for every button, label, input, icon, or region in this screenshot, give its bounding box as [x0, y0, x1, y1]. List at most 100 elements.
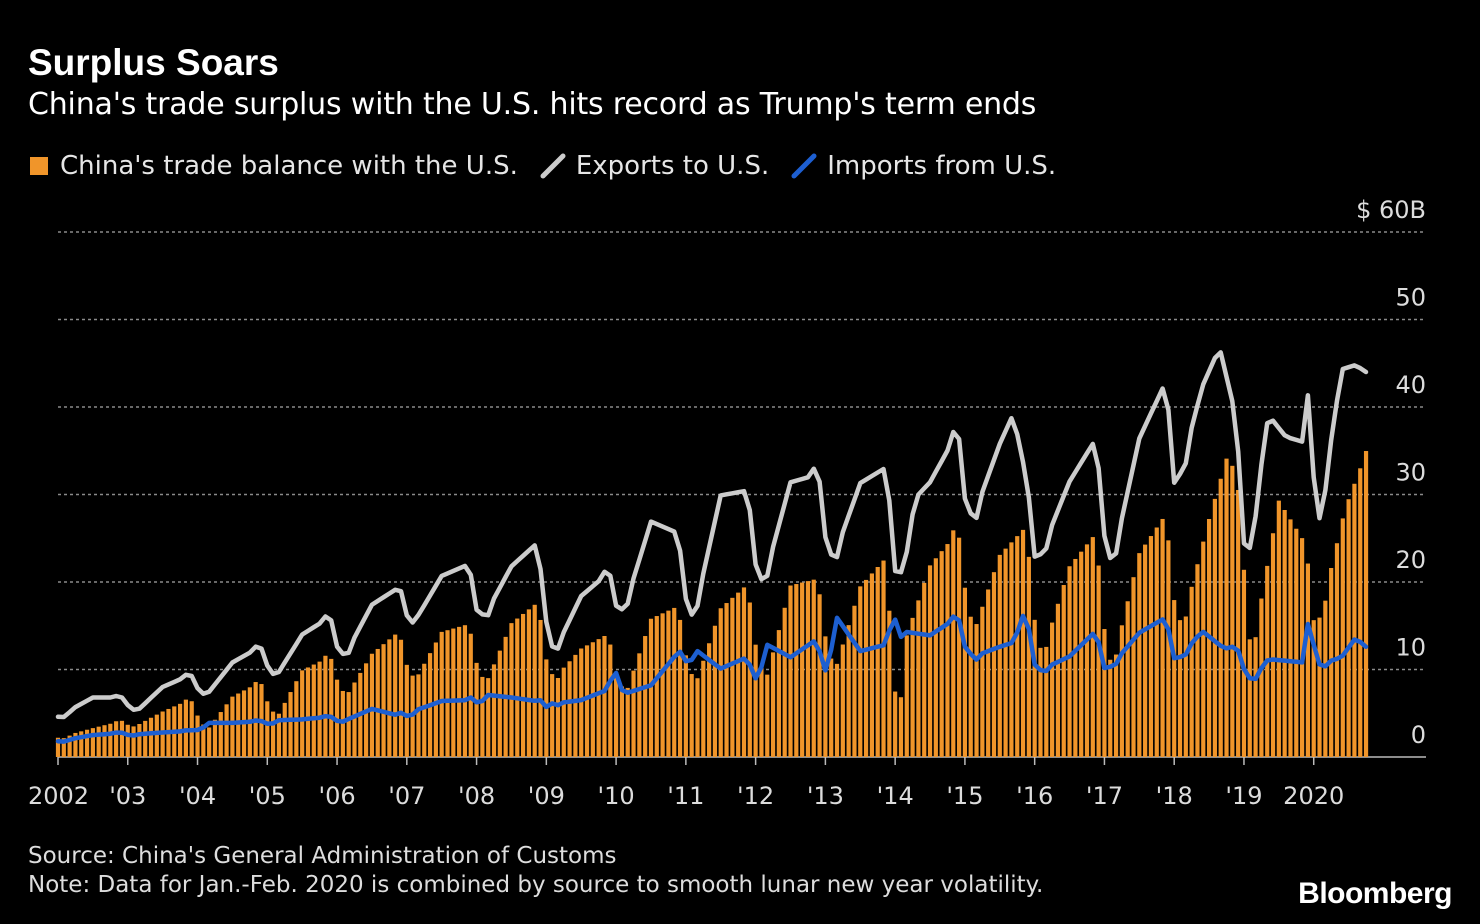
- balance-bar: [1090, 537, 1095, 757]
- balance-bar: [1183, 616, 1188, 757]
- balance-bar: [131, 726, 136, 757]
- balance-bar: [462, 625, 468, 757]
- balance-bar: [486, 678, 491, 757]
- balance-bar: [648, 618, 654, 757]
- balance-bar: [1247, 639, 1252, 757]
- balance-bar: [765, 674, 770, 757]
- balance-bar: [805, 581, 811, 757]
- balance-bar: [1305, 563, 1311, 757]
- balance-bar: [869, 573, 874, 757]
- chart-footer: Source: China's General Administration o…: [28, 842, 1043, 900]
- balance-bar: [114, 721, 119, 757]
- x-tick-label: '15: [946, 782, 983, 810]
- balance-bar: [741, 587, 747, 757]
- balance-bar: [753, 644, 758, 757]
- balance-bar: [108, 723, 113, 757]
- x-tick-label: '16: [1016, 782, 1053, 810]
- balance-bar: [608, 644, 613, 757]
- balance-bar: [317, 661, 322, 757]
- balance-bar: [800, 582, 805, 757]
- balance-bar: [625, 687, 630, 757]
- balance-bar: [369, 653, 375, 757]
- balance-bar: [1137, 553, 1142, 757]
- balance-bar: [875, 567, 880, 757]
- balance-bar: [672, 607, 677, 757]
- balance-bar: [1340, 518, 1345, 757]
- line-swatch-icon: [540, 153, 566, 179]
- balance-bar: [788, 585, 793, 757]
- balance-bar: [137, 723, 142, 757]
- balance-bar: [1195, 564, 1200, 757]
- y-tick-label: 0: [1411, 721, 1426, 749]
- x-tick-label: '07: [388, 782, 425, 810]
- balance-bar: [747, 602, 752, 757]
- balance-bar: [73, 732, 78, 757]
- balance-bar: [689, 674, 694, 757]
- balance-bar: [846, 625, 851, 757]
- balance-bar: [782, 607, 787, 757]
- balance-bar: [224, 704, 229, 757]
- balance-bar: [957, 537, 962, 757]
- x-tick-label: 2020: [1283, 782, 1344, 810]
- balance-bar: [311, 664, 316, 757]
- balance-bar: [1073, 558, 1078, 757]
- balance-bar: [927, 565, 933, 757]
- balance-bar: [61, 738, 66, 757]
- balance-bar: [84, 729, 90, 757]
- balance-bar: [288, 692, 293, 757]
- balance-bar: [329, 658, 334, 757]
- balance-bar: [683, 655, 688, 757]
- balance-bar: [573, 654, 578, 757]
- balance-bar: [491, 664, 497, 757]
- balance-bar: [1084, 544, 1090, 757]
- balance-bar: [451, 628, 456, 757]
- balance-bar: [567, 661, 572, 757]
- balance-bar: [904, 635, 909, 757]
- balance-bar: [759, 667, 764, 757]
- balance-bar: [823, 636, 828, 757]
- balance-bar: [96, 726, 101, 757]
- balance-bar: [1230, 465, 1235, 757]
- balance-bar: [207, 727, 212, 757]
- balance-bar: [736, 592, 741, 757]
- balance-bar: [579, 648, 584, 757]
- balance-bar: [509, 623, 514, 757]
- balance-bar: [230, 696, 235, 757]
- y-tick-label: 20: [1395, 546, 1426, 574]
- balance-bar: [276, 713, 282, 757]
- balance-bar: [300, 670, 305, 757]
- y-tick-label: 10: [1395, 634, 1426, 662]
- balance-bar: [323, 655, 328, 757]
- balance-bar: [637, 653, 642, 757]
- balance-bar: [102, 725, 107, 757]
- balance-bar: [858, 586, 863, 757]
- legend-label-imports: Imports from U.S.: [827, 151, 1057, 181]
- x-tick-label: '04: [179, 782, 216, 810]
- balance-bar: [1311, 620, 1316, 757]
- balance-bar: [980, 606, 985, 757]
- balance-bar: [863, 579, 869, 757]
- balance-bar: [561, 667, 566, 757]
- balance-bar: [212, 719, 218, 757]
- balance-bar: [404, 664, 409, 757]
- balance-bar: [596, 639, 601, 757]
- balance-bar: [387, 639, 392, 757]
- balance-bar: [1276, 500, 1281, 757]
- balance-bar: [1236, 489, 1241, 757]
- balance-bar: [643, 636, 648, 757]
- balance-bar: [1288, 519, 1293, 757]
- balance-bar: [271, 711, 276, 757]
- balance-bar: [945, 544, 950, 757]
- imports-line: [55, 613, 1369, 744]
- balance-bar: [986, 589, 991, 757]
- balance-bar: [1044, 646, 1049, 757]
- x-tick-label: '06: [318, 782, 355, 810]
- balance-bar: [654, 616, 659, 757]
- balance-bar: [1218, 478, 1223, 757]
- line-swatch-icon: [791, 153, 817, 179]
- balance-bar: [1067, 566, 1072, 757]
- balance-bar: [1038, 647, 1043, 757]
- y-tick-label: 50: [1395, 284, 1426, 312]
- balance-bar: [614, 672, 619, 757]
- balance-bar: [555, 678, 561, 757]
